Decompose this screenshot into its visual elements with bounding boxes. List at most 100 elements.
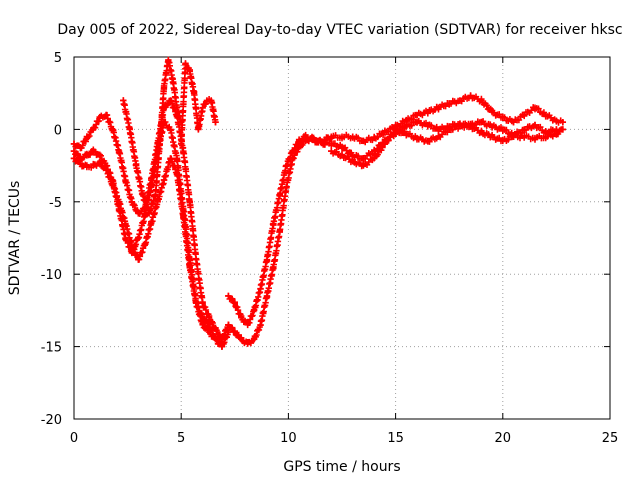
data-point <box>531 121 539 129</box>
data-point <box>521 126 528 133</box>
data-point <box>96 152 103 159</box>
data-point <box>96 114 103 122</box>
data-point <box>424 121 431 129</box>
data-point <box>559 118 567 126</box>
data-point <box>328 147 335 155</box>
y-axis-title: SDTVAR / TECUs <box>7 181 23 296</box>
data-point <box>349 133 356 140</box>
data-point <box>231 299 238 307</box>
data-point <box>218 343 226 350</box>
data-point <box>180 213 187 220</box>
data-point <box>435 126 442 133</box>
data-points <box>70 56 567 350</box>
data-point <box>250 336 258 343</box>
data-point <box>257 285 264 292</box>
data-point <box>446 100 453 107</box>
data-point <box>160 82 168 90</box>
data-point <box>212 118 219 126</box>
data-point <box>381 129 389 136</box>
data-point <box>542 111 549 119</box>
data-point <box>152 191 159 198</box>
data-point <box>186 263 193 271</box>
data-point <box>257 321 264 329</box>
data-point <box>90 147 97 155</box>
data-point <box>218 336 226 343</box>
data-point <box>488 108 496 116</box>
data-point <box>135 234 142 242</box>
data-point <box>531 104 539 111</box>
data-point <box>96 159 103 166</box>
data-point <box>83 152 91 159</box>
data-point <box>139 191 146 198</box>
data-point <box>403 130 410 137</box>
data-point <box>381 140 389 148</box>
data-point <box>122 176 129 184</box>
data-point <box>154 198 161 205</box>
data-point <box>308 136 316 143</box>
data-point <box>559 126 567 133</box>
data-point <box>349 158 356 165</box>
data-point <box>128 242 136 249</box>
data-point <box>199 321 206 329</box>
data-point <box>302 133 309 140</box>
data-point <box>122 220 129 227</box>
data-point <box>186 198 193 205</box>
data-point <box>446 126 453 133</box>
data-point <box>403 123 410 130</box>
data-point <box>488 123 496 130</box>
data-point <box>212 326 219 333</box>
data-point <box>424 137 431 145</box>
data-point <box>225 321 232 329</box>
data-point <box>205 314 213 321</box>
data-point <box>115 198 123 205</box>
data-point <box>360 137 367 145</box>
x-tick-label: 15 <box>387 431 404 446</box>
data-point <box>147 176 155 184</box>
data-point <box>238 336 245 343</box>
x-tick-label: 5 <box>177 431 185 446</box>
data-point <box>553 117 560 124</box>
y-tick-label: -15 <box>41 341 62 356</box>
data-point <box>70 140 78 148</box>
data-point <box>70 155 78 162</box>
data-point <box>263 292 271 300</box>
data-point <box>195 126 202 133</box>
data-point <box>244 321 251 329</box>
y-tick-label: -5 <box>49 196 62 211</box>
data-point <box>190 90 198 97</box>
data-point <box>109 181 116 188</box>
data-point <box>225 292 232 300</box>
x-tick-label: 10 <box>280 431 297 446</box>
series-track-c <box>70 155 226 350</box>
data-point <box>109 126 116 133</box>
data-point <box>70 147 78 155</box>
chart-title: Day 005 of 2022, Sidereal Day-to-day VTE… <box>57 22 622 38</box>
data-point <box>321 136 329 143</box>
x-tick-label: 20 <box>495 431 512 446</box>
data-point <box>338 143 346 150</box>
data-point <box>360 162 367 169</box>
data-point <box>173 169 181 177</box>
data-point <box>276 191 284 198</box>
plot-frame <box>73 56 611 420</box>
data-point <box>102 166 110 174</box>
y-tick-label: 0 <box>54 123 62 138</box>
data-point <box>413 118 421 126</box>
data-point <box>83 134 91 142</box>
data-point <box>199 299 206 307</box>
data-point <box>499 114 506 122</box>
series-track-d <box>120 56 185 217</box>
data-point <box>510 118 517 126</box>
data-point <box>531 134 539 142</box>
data-point <box>160 176 168 184</box>
data-point <box>141 242 148 249</box>
data-point <box>413 134 421 142</box>
data-point <box>338 133 346 140</box>
data-point <box>488 133 496 140</box>
data-point <box>169 75 176 82</box>
data-point <box>521 133 528 140</box>
data-point <box>135 210 142 217</box>
data-point <box>478 97 485 104</box>
data-point <box>478 129 485 136</box>
